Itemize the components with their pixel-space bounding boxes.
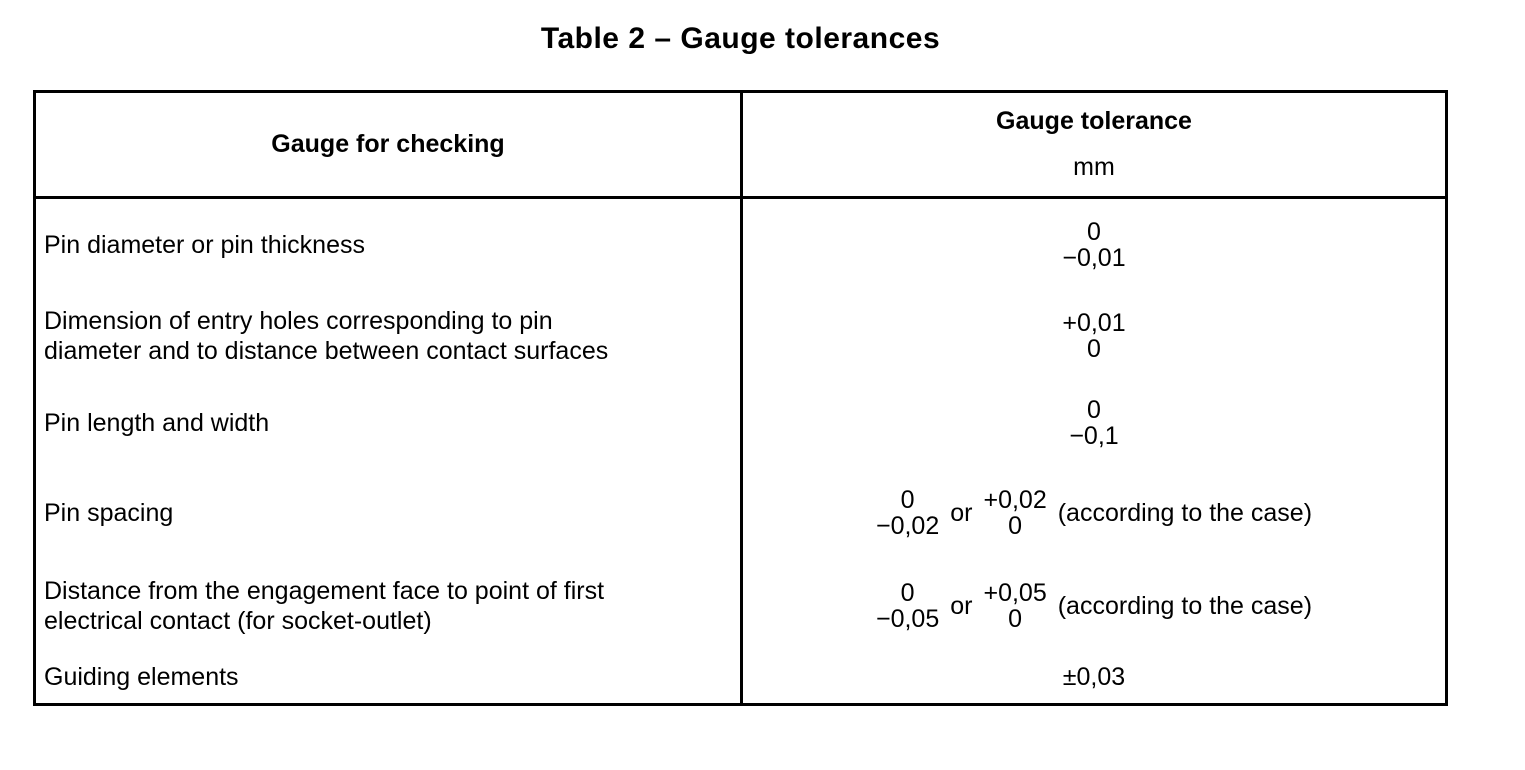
table-row-pin-spacing: Pin spacing 0 −0,02 or +0,02 0 (accordi [36, 465, 1445, 561]
tolerance-stack: 0 −0,05 [876, 580, 939, 632]
or-conjunction: or [950, 591, 973, 620]
table-row-engagement-distance: Distance from the engagement face to poi… [36, 561, 1445, 650]
header-gauge-for-checking: Gauge for checking [36, 93, 743, 196]
tolerance-lower-limit: 0 [1008, 604, 1023, 633]
row-label-line: Pin spacing [44, 499, 174, 527]
gauge-tolerances-table: Gauge for checking Gauge tolerance mm Pi… [33, 90, 1448, 706]
tolerance-stack: 0 −0,01 [1062, 219, 1125, 271]
row-label: Guiding elements [36, 650, 743, 703]
tolerance-upper-limit: 0 [900, 578, 915, 607]
tolerance-lower-limit: −0,1 [1069, 422, 1119, 450]
tolerance-cell: +0,01 0 [743, 291, 1445, 381]
tolerance-stack: +0,05 0 [983, 580, 1046, 632]
row-label-line: Pin diameter or pin thickness [44, 231, 365, 259]
tolerance-cell: 0 −0,02 or +0,02 0 (according to the cas… [743, 465, 1445, 561]
header-gauge-tolerance-label: Gauge tolerance [996, 107, 1192, 135]
table-title: Table 2 – Gauge tolerances [540, 22, 941, 55]
row-label-line: electrical contact (for socket-outlet) [44, 606, 432, 635]
tolerance-upper-limit: +0,02 [983, 486, 1047, 514]
tolerance-upper-limit: 0 [900, 486, 915, 514]
tolerance-alternatives: 0 −0,02 or +0,02 0 (according to the cas… [876, 487, 1312, 539]
tolerance-note: (according to the case) [1057, 499, 1313, 527]
row-label-line: Distance from the engagement face to poi… [44, 576, 605, 605]
tolerance-upper-limit: 0 [1087, 218, 1101, 246]
table-header-row: Gauge for checking Gauge tolerance mm [36, 93, 1445, 199]
tolerance-cell: 0 −0,05 or +0,05 0 (according to the cas… [743, 561, 1445, 650]
row-label: Distance from the engagement face to poi… [36, 561, 743, 650]
table-row-guiding-elements: Guiding elements ±0,03 [36, 650, 1445, 703]
row-label-line: Guiding elements [44, 662, 239, 691]
tolerance-stack: +0,01 0 [1062, 310, 1125, 362]
table-body: Pin diameter or pin thickness 0 −0,01 Di… [36, 199, 1445, 703]
tolerance-stack: 0 −0,02 [876, 487, 939, 539]
header-unit-label: mm [1073, 153, 1115, 181]
row-label: Dimension of entry holes corresponding t… [36, 291, 743, 381]
tolerance-lower-limit: 0 [1087, 335, 1101, 363]
tolerance-value: ±0,03 [1062, 662, 1126, 691]
tolerance-upper-limit: +0,05 [983, 578, 1047, 607]
header-gauge-tolerance: Gauge tolerance mm [743, 93, 1445, 196]
tolerance-lower-limit: −0,02 [875, 512, 940, 540]
tolerance-stack: 0 −0,1 [1069, 397, 1118, 449]
tolerance-upper-limit: +0,01 [1062, 309, 1126, 337]
tolerance-lower-limit: −0,01 [1062, 244, 1126, 272]
row-label: Pin diameter or pin thickness [36, 199, 743, 291]
table-row-pin-diameter: Pin diameter or pin thickness 0 −0,01 [36, 199, 1445, 291]
tolerance-alternatives: 0 −0,05 or +0,05 0 (according to the cas… [876, 580, 1312, 632]
tolerance-cell: 0 −0,1 [743, 381, 1445, 465]
tolerance-upper-limit: 0 [1087, 396, 1101, 424]
row-label: Pin spacing [36, 465, 743, 561]
tolerance-cell: ±0,03 [743, 650, 1445, 703]
row-label-line: Dimension of entry holes corresponding t… [44, 307, 553, 335]
tolerance-cell: 0 −0,01 [743, 199, 1445, 291]
table-row-entry-holes: Dimension of entry holes corresponding t… [36, 291, 1445, 381]
row-label-line: Pin length and width [44, 409, 270, 437]
row-label-line: diameter and to distance between contact… [44, 337, 609, 365]
tolerance-lower-limit: 0 [1008, 512, 1023, 540]
or-conjunction: or [950, 499, 973, 527]
tolerance-note: (according to the case) [1057, 591, 1313, 620]
tolerance-stack: +0,02 0 [983, 487, 1046, 539]
tolerance-lower-limit: −0,05 [875, 604, 940, 633]
row-label: Pin length and width [36, 381, 743, 465]
table-row-pin-length-width: Pin length and width 0 −0,1 [36, 381, 1445, 465]
